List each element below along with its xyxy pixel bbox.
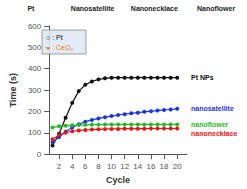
- svg-text:nanosatellite: nanosatellite: [191, 105, 234, 112]
- svg-text:14: 14: [133, 162, 142, 171]
- svg-text:○ : Pt: ○ : Pt: [46, 34, 63, 41]
- svg-text:● : CeO₂: ● : CeO₂: [46, 44, 73, 51]
- svg-text:nanonecklace: nanonecklace: [191, 130, 237, 137]
- svg-text:500: 500: [28, 43, 42, 52]
- svg-text:200: 200: [28, 107, 42, 116]
- svg-text:12: 12: [120, 162, 129, 171]
- svg-text:Pt: Pt: [27, 5, 35, 12]
- svg-text:18: 18: [160, 162, 169, 171]
- svg-text:300: 300: [28, 86, 42, 95]
- svg-text:Nanoflower: Nanoflower: [197, 5, 235, 12]
- svg-text:100: 100: [28, 128, 42, 137]
- svg-text:Nanonecklace: Nanonecklace: [131, 5, 178, 12]
- svg-text:nanoflower: nanoflower: [191, 121, 229, 128]
- svg-text:6: 6: [83, 162, 88, 171]
- svg-text:10: 10: [107, 162, 116, 171]
- svg-text:16: 16: [146, 162, 155, 171]
- svg-text:8: 8: [96, 162, 101, 171]
- svg-text:Time (s): Time (s): [8, 73, 18, 107]
- svg-text:Cycle: Cycle: [106, 175, 130, 185]
- svg-text:20: 20: [173, 162, 182, 171]
- svg-text:400: 400: [28, 64, 42, 73]
- svg-text:2: 2: [57, 162, 62, 171]
- svg-text:Nanosatellite: Nanosatellite: [71, 5, 115, 12]
- svg-text:0: 0: [37, 150, 42, 159]
- svg-text:4: 4: [70, 162, 75, 171]
- svg-text:600: 600: [28, 22, 42, 31]
- svg-text:Pt NPs: Pt NPs: [191, 74, 214, 81]
